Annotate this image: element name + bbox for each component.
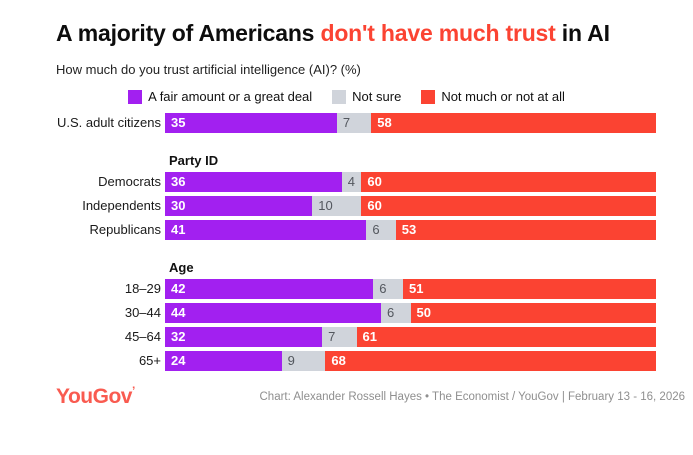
title-highlight: don't have much trust xyxy=(320,20,556,46)
legend-swatch-trust-icon xyxy=(128,89,143,104)
yougov-logo: YouGov’ xyxy=(56,385,135,409)
chart-subtitle: How much do you trust artificial intelli… xyxy=(56,62,361,78)
group-age: Age 18–29 42 6 51 30–44 44 6 50 45–64 32… xyxy=(0,260,657,372)
segment-value: 30 xyxy=(171,198,186,214)
bar-segment-notsure: 4 xyxy=(341,172,362,193)
row-label: Independents xyxy=(82,198,161,214)
segment-value: 68 xyxy=(331,353,346,369)
bar-segment-notsure: 6 xyxy=(373,279,404,300)
bar-segment-nottrust: 53 xyxy=(395,220,656,241)
bar-segment-trust: 41 xyxy=(165,220,367,241)
segment-value: 36 xyxy=(171,174,186,190)
segment-value: 51 xyxy=(409,281,424,297)
segment-value: 7 xyxy=(328,329,336,345)
segment-value: 60 xyxy=(367,174,382,190)
segment-value: 6 xyxy=(379,281,387,297)
row-label: 30–44 xyxy=(124,305,161,321)
segment-value: 10 xyxy=(318,198,333,214)
title-prefix: A majority of Americans xyxy=(56,20,321,46)
group-header: Party ID xyxy=(169,153,219,169)
stacked-bar: 44 6 50 xyxy=(165,303,656,324)
segment-value: 41 xyxy=(171,222,186,238)
bar-segment-notsure: 7 xyxy=(336,113,372,134)
segment-value: 24 xyxy=(171,353,186,369)
segment-value: 32 xyxy=(171,329,186,345)
stacked-bar: 32 7 61 xyxy=(165,327,657,348)
segment-value: 60 xyxy=(367,198,382,214)
group-header: Age xyxy=(169,260,194,276)
title-suffix: in AI xyxy=(555,20,610,46)
row-label: Republicans xyxy=(89,222,161,238)
bar-segment-nottrust: 50 xyxy=(410,303,656,324)
row-label: U.S. adult citizens xyxy=(56,115,161,131)
legend-item-notsure: Not sure xyxy=(332,89,401,104)
chart-title: A majority of Americans don't have much … xyxy=(56,20,637,46)
row-label: 18–29 xyxy=(124,281,161,297)
bar-segment-notsure: 9 xyxy=(281,351,326,372)
yougov-logo-text: YouGov xyxy=(56,385,132,409)
bar-segment-notsure: 7 xyxy=(322,327,357,348)
stacked-bar: 35 7 58 xyxy=(165,113,656,134)
row-label: 65+ xyxy=(138,353,161,369)
segment-value: 58 xyxy=(377,115,392,131)
legend-label: Not sure xyxy=(352,89,402,105)
bar-segment-nottrust: 60 xyxy=(361,172,656,193)
segment-value: 4 xyxy=(347,174,355,190)
group-overall: U.S. adult citizens 35 7 58 xyxy=(0,113,656,134)
bar-segment-nottrust: 61 xyxy=(356,327,657,348)
bar-segment-trust: 32 xyxy=(165,327,323,348)
row-label: Democrats xyxy=(98,174,161,190)
segment-value: 6 xyxy=(387,305,395,321)
bar-segment-nottrust: 68 xyxy=(325,351,656,372)
bar-segment-trust: 44 xyxy=(165,303,382,324)
stacked-bar: 41 6 53 xyxy=(165,220,656,241)
stacked-bar: 42 6 51 xyxy=(165,279,656,300)
stacked-bar: 30 10 60 xyxy=(165,196,656,217)
legend-swatch-notsure-icon xyxy=(332,89,347,104)
bar-row: 65+ 24 9 68 xyxy=(0,351,656,372)
bar-segment-notsure: 10 xyxy=(312,196,362,217)
bar-segment-notsure: 6 xyxy=(366,220,396,241)
legend-item-trust: A fair amount or a great deal xyxy=(128,89,312,104)
row-label: 45–64 xyxy=(124,329,161,345)
legend-label: A fair amount or a great deal xyxy=(148,89,313,105)
legend-item-nottrust: Not much or not at all xyxy=(421,89,565,104)
segment-value: 35 xyxy=(171,115,186,131)
bar-row: 18–29 42 6 51 xyxy=(0,279,656,300)
stacked-bar-chart: U.S. adult citizens 35 7 58 Party ID Dem… xyxy=(0,113,693,372)
bar-row: 30–44 44 6 50 xyxy=(0,303,656,324)
legend-label: Not much or not at all xyxy=(441,89,565,105)
bar-row: Independents 30 10 60 xyxy=(0,196,656,217)
bar-segment-trust: 42 xyxy=(165,279,374,300)
segment-value: 9 xyxy=(287,353,295,369)
segment-value: 53 xyxy=(401,222,417,238)
stacked-bar: 24 9 68 xyxy=(165,351,656,372)
bar-segment-trust: 30 xyxy=(165,196,313,217)
yougov-logo-tick-icon: ’ xyxy=(131,384,135,399)
segment-value: 61 xyxy=(362,329,377,345)
segment-value: 7 xyxy=(342,115,351,131)
bar-row: U.S. adult citizens 35 7 58 xyxy=(0,113,656,134)
bar-segment-trust: 35 xyxy=(165,113,337,134)
bar-row: 45–64 32 7 61 xyxy=(0,327,657,348)
bar-segment-nottrust: 51 xyxy=(403,279,656,300)
bar-segment-trust: 24 xyxy=(165,351,282,372)
segment-value: 50 xyxy=(416,305,431,321)
bar-row: Democrats 36 4 60 xyxy=(0,172,656,193)
segment-value: 44 xyxy=(171,305,186,321)
segment-value: 6 xyxy=(372,222,380,238)
bar-segment-notsure: 6 xyxy=(381,303,411,324)
legend-swatch-nottrust-icon xyxy=(421,89,436,104)
footer: YouGov’ Chart: Alexander Rossell Hayes •… xyxy=(0,385,693,409)
group-party-id: Party ID Democrats 36 4 60 Independents … xyxy=(0,153,656,241)
bar-segment-nottrust: 58 xyxy=(371,113,656,134)
bar-segment-trust: 36 xyxy=(165,172,342,193)
chart-credit: Chart: Alexander Rossell Hayes • The Eco… xyxy=(259,391,686,404)
legend: A fair amount or a great deal Not sure N… xyxy=(0,89,693,104)
bar-row: Republicans 41 6 53 xyxy=(0,220,656,241)
stacked-bar: 36 4 60 xyxy=(165,172,656,193)
segment-value: 42 xyxy=(171,281,186,297)
bar-segment-nottrust: 60 xyxy=(361,196,656,217)
